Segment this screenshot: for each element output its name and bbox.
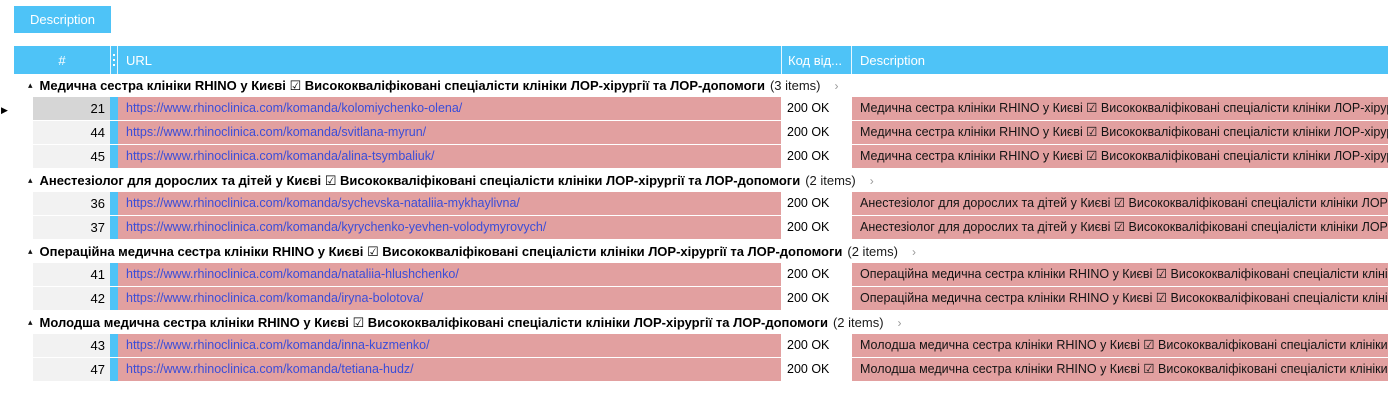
response-code-cell[interactable]: 200 OK <box>781 121 852 144</box>
column-header-url[interactable]: URL <box>126 52 153 68</box>
url-cell[interactable]: https://www.rhinoclinica.com/komanda/ali… <box>118 145 781 168</box>
response-code-cell[interactable]: 200 OK <box>781 263 852 286</box>
row-number-cell[interactable]: 36 <box>33 192 110 215</box>
row-indent <box>14 334 33 357</box>
url-cell[interactable]: https://www.rhinoclinica.com/komanda/inn… <box>118 334 781 357</box>
row-accent-bar <box>110 216 118 239</box>
url-cell[interactable]: https://www.rhinoclinica.com/komanda/syc… <box>118 192 781 215</box>
row-indent <box>14 263 33 286</box>
collapse-caret-icon[interactable]: ▴ <box>28 317 33 327</box>
grid-header-row: # URL Код від... Description <box>14 46 1388 74</box>
row-indent <box>14 192 33 215</box>
column-header-number[interactable]: # <box>58 52 66 68</box>
row-indent <box>14 97 33 120</box>
collapse-caret-icon[interactable]: ▴ <box>28 175 33 185</box>
description-cell[interactable]: Медична сестра клініки RHINO у Києві ☑ В… <box>852 145 1388 168</box>
current-row-marker-icon: ▶ <box>1 105 8 115</box>
column-resize-handle-icon[interactable] <box>110 46 118 74</box>
description-cell[interactable]: Молодша медична сестра клініки RHINO у К… <box>852 358 1388 381</box>
table-row[interactable]: 44 https://www.rhinoclinica.com/komanda/s… <box>14 121 1388 144</box>
response-code-cell[interactable]: 200 OK <box>781 358 852 381</box>
grid-body: ▴ Медична сестра клініки RHINO у Києві ☑ … <box>14 74 1388 381</box>
group-item-count: (2 items) <box>832 315 884 330</box>
row-indent <box>14 358 33 381</box>
row-accent-bar <box>110 192 118 215</box>
table-row[interactable]: 47 https://www.rhinoclinica.com/komanda/t… <box>14 358 1388 381</box>
results-grid: # URL Код від... Description ▴ Медична се… <box>14 46 1388 414</box>
table-row[interactable]: 36 https://www.rhinoclinica.com/komanda/s… <box>14 192 1388 215</box>
response-code-cell[interactable]: 200 OK <box>781 192 852 215</box>
url-cell[interactable]: https://www.rhinoclinica.com/komanda/nat… <box>118 263 781 286</box>
collapse-caret-icon[interactable]: ▴ <box>28 80 33 90</box>
group-header-row[interactable]: ▴ Молодша медична сестра клініки RHINO у … <box>14 311 1388 334</box>
group-title: Медична сестра клініки RHINO у Києві ☑ В… <box>39 77 765 93</box>
row-accent-bar <box>110 263 118 286</box>
group-expand-chevron-icon[interactable]: › <box>897 315 902 330</box>
row-indent <box>14 216 33 239</box>
group-item-count: (3 items) <box>769 78 821 93</box>
url-cell[interactable]: https://www.rhinoclinica.com/komanda/tet… <box>118 358 781 381</box>
row-indent <box>14 287 33 310</box>
response-code-cell[interactable]: 200 OK <box>781 216 852 239</box>
group-expand-chevron-icon[interactable]: › <box>911 244 916 259</box>
row-number-cell[interactable]: 21 <box>33 97 110 120</box>
table-row[interactable]: 37 https://www.rhinoclinica.com/komanda/k… <box>14 216 1388 239</box>
table-row[interactable]: 42 https://www.rhinoclinica.com/komanda/i… <box>14 287 1388 310</box>
description-cell[interactable]: Анестезіолог для дорослих та дітей у Киє… <box>852 192 1388 215</box>
row-number-cell[interactable]: 44 <box>33 121 110 144</box>
response-code-cell[interactable]: 200 OK <box>781 145 852 168</box>
description-cell[interactable]: Медична сестра клініки RHINO у Києві ☑ В… <box>852 121 1388 144</box>
response-code-cell[interactable]: 200 OK <box>781 334 852 357</box>
column-header-description[interactable]: Description <box>851 46 1388 74</box>
row-number-cell[interactable]: 47 <box>33 358 110 381</box>
row-accent-bar <box>110 145 118 168</box>
group-header-row[interactable]: ▴ Анестезіолог для дорослих та дітей у Ки… <box>14 169 1388 192</box>
row-number-cell[interactable]: 45 <box>33 145 110 168</box>
response-code-cell[interactable]: 200 OK <box>781 97 852 120</box>
row-accent-bar <box>110 97 118 120</box>
response-code-cell[interactable]: 200 OK <box>781 287 852 310</box>
row-number-cell[interactable]: 37 <box>33 216 110 239</box>
description-cell[interactable]: Операційна медична сестра клініки RHINO … <box>852 263 1388 286</box>
row-accent-bar <box>110 121 118 144</box>
description-cell[interactable]: Молодша медична сестра клініки RHINO у К… <box>852 334 1388 357</box>
group-title: Операційна медична сестра клініки RHINO … <box>39 243 843 259</box>
group-title: Анестезіолог для дорослих та дітей у Киє… <box>39 172 801 188</box>
description-cell[interactable]: Анестезіолог для дорослих та дітей у Киє… <box>852 216 1388 239</box>
group-expand-chevron-icon[interactable]: › <box>869 173 874 188</box>
row-number-cell[interactable]: 42 <box>33 287 110 310</box>
group-title: Молодша медична сестра клініки RHINO у К… <box>39 314 828 330</box>
collapse-caret-icon[interactable]: ▴ <box>28 246 33 256</box>
tab-description[interactable]: Description <box>14 6 111 33</box>
group-item-count: (2 items) <box>847 244 898 259</box>
group-item-count: (2 items) <box>805 173 856 188</box>
description-cell[interactable]: Операційна медична сестра клініки RHINO … <box>852 287 1388 310</box>
row-indent <box>14 121 33 144</box>
description-cell[interactable]: Медична сестра клініки RHINO у Києві ☑ В… <box>852 97 1388 120</box>
table-row[interactable]: 43 https://www.rhinoclinica.com/komanda/i… <box>14 334 1388 357</box>
group-header-row[interactable]: ▴ Операційна медична сестра клініки RHINO… <box>14 240 1388 263</box>
group-expand-chevron-icon[interactable]: › <box>834 78 839 93</box>
url-cell[interactable]: https://www.rhinoclinica.com/komanda/iry… <box>118 287 781 310</box>
row-number-cell[interactable]: 41 <box>33 263 110 286</box>
url-cell[interactable]: https://www.rhinoclinica.com/komanda/svi… <box>118 121 781 144</box>
row-number-cell[interactable]: 43 <box>33 334 110 357</box>
column-header-response-code[interactable]: Код від... <box>781 46 851 74</box>
row-accent-bar <box>110 358 118 381</box>
url-cell[interactable]: https://www.rhinoclinica.com/komanda/kyr… <box>118 216 781 239</box>
table-row[interactable]: 45 https://www.rhinoclinica.com/komanda/a… <box>14 145 1388 168</box>
row-accent-bar <box>110 334 118 357</box>
table-row[interactable]: 41 https://www.rhinoclinica.com/komanda/n… <box>14 263 1388 286</box>
url-cell[interactable]: https://www.rhinoclinica.com/komanda/kol… <box>118 97 781 120</box>
group-header-row[interactable]: ▴ Медична сестра клініки RHINO у Києві ☑ … <box>14 74 1388 97</box>
row-indent <box>14 145 33 168</box>
row-accent-bar <box>110 287 118 310</box>
table-row[interactable]: 21 https://www.rhinoclinica.com/komanda/k… <box>14 97 1388 120</box>
